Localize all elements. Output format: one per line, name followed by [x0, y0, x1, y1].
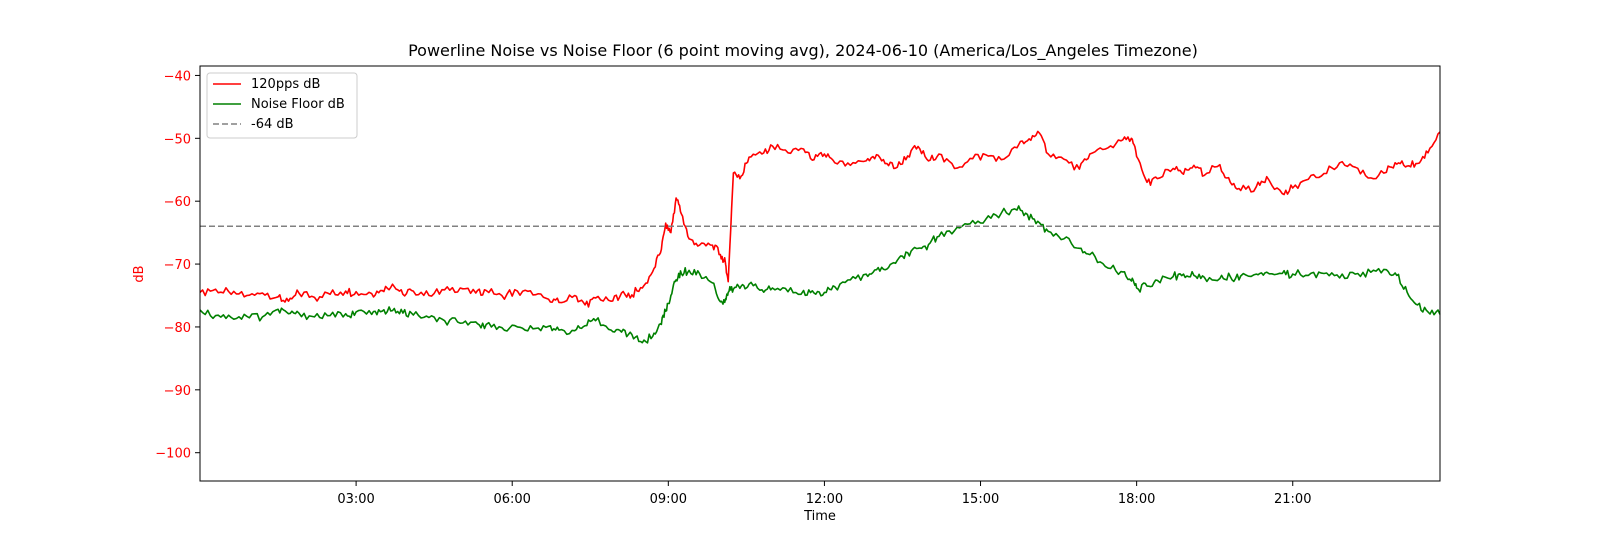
- legend-box: [206, 72, 358, 139]
- y-axis-label: dB: [132, 265, 147, 282]
- x-tick-label: 12:00: [806, 492, 843, 507]
- chart-title: Powerline Noise vs Noise Floor (6 point …: [408, 41, 1198, 61]
- y-tick-label: −40: [164, 69, 191, 84]
- y-axis: −40 −50 −60 −70 −80 −90 −100: [155, 69, 200, 462]
- y-tick-label: −50: [164, 132, 191, 147]
- legend: 120pps dB Noise Floor dB -64 dB: [206, 72, 358, 139]
- x-tick-label: 21:00: [1274, 492, 1311, 507]
- legend-label-120pps: 120pps dB: [251, 77, 320, 92]
- x-tick-label: 18:00: [1118, 492, 1155, 507]
- x-tick-label: 09:00: [650, 492, 687, 507]
- series-120pps-line: [199, 130, 1441, 308]
- x-axis-label: Time: [803, 509, 836, 524]
- x-axis: 03:00 06:00 09:00 12:00 15:00 18:00 21:00: [337, 481, 1311, 507]
- y-tick-label: −90: [164, 384, 191, 399]
- y-tick-label: −60: [164, 195, 191, 210]
- plot-area: [200, 66, 1440, 481]
- series-noise-floor-line: [199, 205, 1441, 344]
- series-layer: [199, 130, 1441, 344]
- y-tick-label: −80: [164, 321, 191, 336]
- x-tick-label: 06:00: [493, 492, 530, 507]
- x-tick-label: 03:00: [337, 492, 374, 507]
- y-tick-label: −100: [155, 447, 191, 462]
- legend-label-noise-floor: Noise Floor dB: [251, 97, 345, 112]
- x-tick-label: 15:00: [962, 492, 999, 507]
- plot-frame: [199, 65, 1441, 482]
- y-tick-label: −70: [164, 258, 191, 273]
- legend-label-threshold: -64 dB: [251, 117, 294, 132]
